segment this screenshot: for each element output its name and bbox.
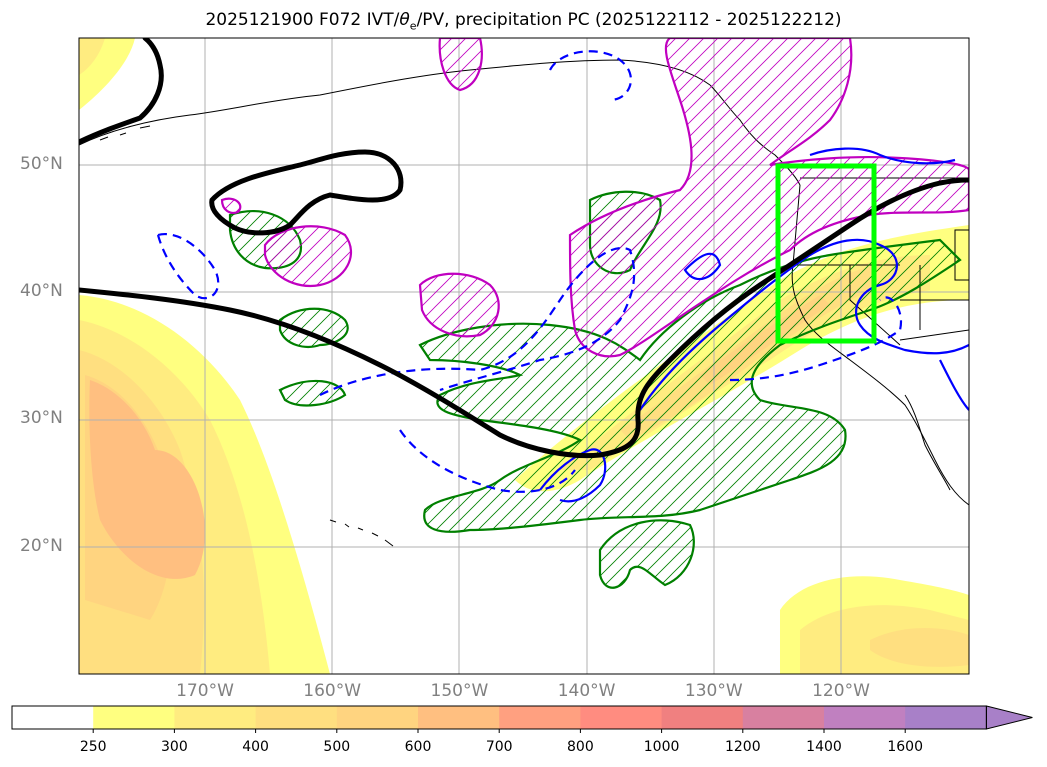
- colorbar-segment: [174, 706, 257, 729]
- colorbar-tick-label: 1600: [887, 739, 924, 755]
- precip-pc-green-region-sw-small: [278, 379, 347, 407]
- precip-pc-magenta-contours: [220, 38, 969, 358]
- theta-e-dashed-east: [729, 296, 903, 382]
- map-title: 2025121900 F072 IVT/θe/PV, precipitation…: [205, 10, 842, 33]
- colorbar-segment: [580, 706, 663, 729]
- lon-label: 130°W: [684, 681, 743, 701]
- theta-e-dashed-mid: [319, 247, 636, 396]
- precip-pc-green-region-main: [418, 238, 962, 533]
- pv-contour-northwest: [79, 38, 164, 145]
- lon-label: 140°W: [557, 681, 616, 701]
- precip-pc-green-region-south: [598, 519, 695, 589]
- colorbar-tick-label: 400: [242, 739, 269, 755]
- theta-e-solid-sw: [539, 448, 607, 503]
- colorbar-segment: [499, 706, 581, 729]
- colorbar-tick-label: 1400: [806, 739, 842, 755]
- colorbar-tick-label: 800: [567, 739, 594, 755]
- theta-e-dashed-west: [156, 232, 220, 300]
- colorbar-tick-label: 1000: [643, 739, 680, 755]
- precip-pc-magenta-region-west: [263, 225, 352, 288]
- colorbar-extend-arrow: [985, 705, 1033, 730]
- pv-contours: [79, 38, 969, 459]
- lat-label: 50°N: [20, 154, 63, 174]
- lon-label: 160°W: [303, 681, 362, 701]
- coastline-baja: [904, 394, 951, 491]
- colorbar-segment: [336, 706, 419, 729]
- map-frame: [78, 37, 970, 675]
- colorbar-tick-label: 700: [485, 739, 513, 755]
- theta-e-contours: [156, 50, 969, 503]
- colorbar-tick-label: 600: [404, 739, 432, 755]
- lat-label: 30°N: [20, 408, 63, 429]
- colorbar-segment: [905, 706, 987, 729]
- lon-label: 120°W: [812, 681, 870, 701]
- theta-e-solid-inner: [683, 252, 722, 281]
- colorbar-segment: [93, 706, 175, 729]
- lon-label: 170°W: [176, 681, 234, 701]
- precip-pc-magenta-region-mid: [418, 272, 500, 338]
- precip-pc-green-region-mid: [278, 307, 349, 348]
- colorbar-segment: [824, 706, 906, 729]
- theta-e-solid-north: [809, 147, 956, 165]
- lat-label: 20°N: [20, 535, 63, 556]
- pv-contour-main: [79, 177, 969, 459]
- ivt-shade-700-southwest: [89, 380, 206, 579]
- theta-e-dashed-south: [399, 429, 576, 493]
- colorbar-segment: [255, 706, 338, 729]
- precip-pc-magenta-region-north: [438, 38, 483, 92]
- colorbar-tick-label: 500: [323, 739, 351, 755]
- theta-e-solid-east: [939, 359, 969, 411]
- lon-label: 150°W: [430, 681, 489, 701]
- precip-pc-magenta-region-small: [220, 197, 242, 214]
- islands-aleutian: [99, 125, 151, 141]
- colorbar-segment: [661, 706, 744, 729]
- colorbar-segment: [12, 706, 94, 729]
- lat-label: 40°N: [20, 281, 63, 302]
- colorbar: [11, 705, 1033, 733]
- theta-e-solid-front: [639, 238, 969, 411]
- colorbar-segment: [418, 706, 500, 729]
- target-region-box: [775, 163, 877, 344]
- colorbar-tick-label: 250: [79, 739, 107, 755]
- colorbar-segment: [742, 706, 825, 729]
- theta-e-dashed-north: [549, 50, 632, 102]
- colorbar-tick-label: 300: [161, 739, 188, 755]
- border-us-mexico: [899, 329, 969, 341]
- ivt-shade-400-southeast: [870, 628, 969, 667]
- hawaii-islands: [329, 519, 394, 547]
- colorbar-tick-label: 1200: [724, 739, 761, 755]
- pv-contour-trough: [209, 149, 404, 236]
- ivt-shade-300-northwest: [79, 38, 105, 75]
